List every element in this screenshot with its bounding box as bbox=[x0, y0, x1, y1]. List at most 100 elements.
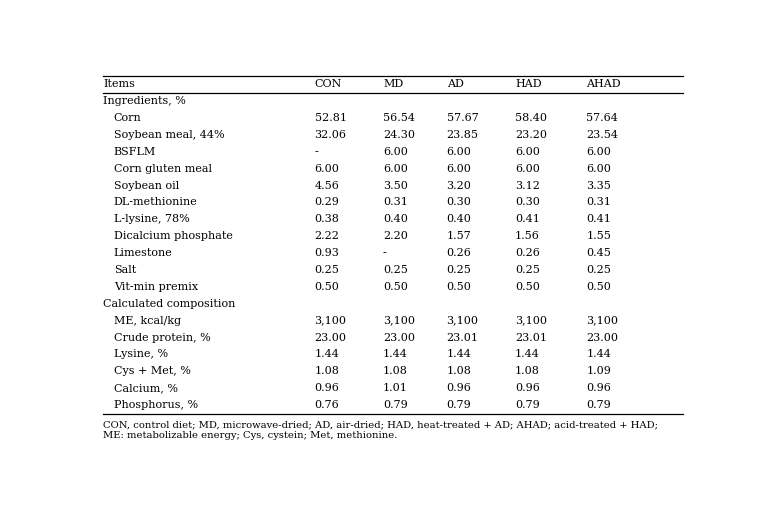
Text: 6.00: 6.00 bbox=[586, 147, 611, 157]
Text: 0.25: 0.25 bbox=[586, 265, 611, 275]
Text: 0.50: 0.50 bbox=[314, 282, 340, 292]
Text: 0.30: 0.30 bbox=[446, 198, 472, 207]
Text: 0.50: 0.50 bbox=[515, 282, 540, 292]
Text: 3.20: 3.20 bbox=[446, 181, 472, 190]
Text: 0.25: 0.25 bbox=[314, 265, 340, 275]
Text: 6.00: 6.00 bbox=[383, 147, 408, 157]
Text: 0.79: 0.79 bbox=[446, 400, 472, 410]
Text: 23.00: 23.00 bbox=[383, 332, 415, 343]
Text: 1.08: 1.08 bbox=[383, 366, 408, 376]
Text: 6.00: 6.00 bbox=[586, 164, 611, 174]
Text: 0.96: 0.96 bbox=[515, 383, 540, 393]
Text: 0.25: 0.25 bbox=[383, 265, 408, 275]
Text: Calcium, %: Calcium, % bbox=[114, 383, 178, 393]
Text: Dicalcium phosphate: Dicalcium phosphate bbox=[114, 231, 232, 241]
Text: 58.40: 58.40 bbox=[515, 113, 547, 123]
Text: 0.76: 0.76 bbox=[314, 400, 339, 410]
Text: 57.67: 57.67 bbox=[446, 113, 479, 123]
Text: MD: MD bbox=[383, 79, 403, 89]
Text: Soybean meal, 44%: Soybean meal, 44% bbox=[114, 130, 224, 140]
Text: Calculated composition: Calculated composition bbox=[103, 299, 235, 309]
Text: 1.08: 1.08 bbox=[515, 366, 540, 376]
Text: Cys + Met, %: Cys + Met, % bbox=[114, 366, 190, 376]
Text: 1.08: 1.08 bbox=[314, 366, 340, 376]
Text: 52.81: 52.81 bbox=[314, 113, 347, 123]
Text: 3.12: 3.12 bbox=[515, 181, 540, 190]
Text: 23.54: 23.54 bbox=[586, 130, 618, 140]
Text: 1.09: 1.09 bbox=[586, 366, 611, 376]
Text: 0.41: 0.41 bbox=[586, 214, 611, 224]
Text: 23.00: 23.00 bbox=[586, 332, 618, 343]
Text: CON: CON bbox=[314, 79, 342, 89]
Text: -: - bbox=[383, 248, 387, 258]
Text: Soybean oil: Soybean oil bbox=[114, 181, 179, 190]
Text: 4.56: 4.56 bbox=[314, 181, 340, 190]
Text: ME: metabolizable energy; Cys, cystein; Met, methionine.: ME: metabolizable energy; Cys, cystein; … bbox=[103, 430, 397, 440]
Text: 1.44: 1.44 bbox=[515, 349, 540, 360]
Text: Corn: Corn bbox=[114, 113, 141, 123]
Text: 1.44: 1.44 bbox=[586, 349, 611, 360]
Text: 6.00: 6.00 bbox=[446, 164, 472, 174]
Text: 1.44: 1.44 bbox=[383, 349, 408, 360]
Text: 0.50: 0.50 bbox=[586, 282, 611, 292]
Text: 0.50: 0.50 bbox=[446, 282, 472, 292]
Text: 0.93: 0.93 bbox=[314, 248, 340, 258]
Text: 0.26: 0.26 bbox=[515, 248, 540, 258]
Text: Phosphorus, %: Phosphorus, % bbox=[114, 400, 198, 410]
Text: Ingredients, %: Ingredients, % bbox=[103, 96, 186, 106]
Text: 6.00: 6.00 bbox=[446, 147, 472, 157]
Text: 1.55: 1.55 bbox=[586, 231, 611, 241]
Text: 3,100: 3,100 bbox=[383, 316, 415, 326]
Text: Lysine, %: Lysine, % bbox=[114, 349, 168, 360]
Text: 24.30: 24.30 bbox=[383, 130, 415, 140]
Text: 23.01: 23.01 bbox=[446, 332, 479, 343]
Text: 23.00: 23.00 bbox=[314, 332, 347, 343]
Text: BSFLM: BSFLM bbox=[114, 147, 156, 157]
Text: 0.40: 0.40 bbox=[446, 214, 472, 224]
Text: AHAD: AHAD bbox=[586, 79, 621, 89]
Text: 1.44: 1.44 bbox=[446, 349, 472, 360]
Text: 3,100: 3,100 bbox=[515, 316, 547, 326]
Text: 0.25: 0.25 bbox=[446, 265, 472, 275]
Text: 1.01: 1.01 bbox=[383, 383, 408, 393]
Text: 0.29: 0.29 bbox=[314, 198, 340, 207]
Text: 0.25: 0.25 bbox=[515, 265, 540, 275]
Text: 0.30: 0.30 bbox=[515, 198, 540, 207]
Text: 6.00: 6.00 bbox=[314, 164, 340, 174]
Text: L-lysine, 78%: L-lysine, 78% bbox=[114, 214, 189, 224]
Text: 6.00: 6.00 bbox=[515, 147, 540, 157]
Text: 0.79: 0.79 bbox=[515, 400, 540, 410]
Text: 1.56: 1.56 bbox=[515, 231, 540, 241]
Text: 0.96: 0.96 bbox=[446, 383, 472, 393]
Text: HAD: HAD bbox=[515, 79, 542, 89]
Text: 0.96: 0.96 bbox=[314, 383, 340, 393]
Text: 57.64: 57.64 bbox=[586, 113, 618, 123]
Text: Crude protein, %: Crude protein, % bbox=[114, 332, 210, 343]
Text: 3.50: 3.50 bbox=[383, 181, 408, 190]
Text: 3.35: 3.35 bbox=[586, 181, 611, 190]
Text: 0.79: 0.79 bbox=[586, 400, 611, 410]
Text: 0.31: 0.31 bbox=[586, 198, 611, 207]
Text: 6.00: 6.00 bbox=[383, 164, 408, 174]
Text: Vit-min premix: Vit-min premix bbox=[114, 282, 198, 292]
Text: 3,100: 3,100 bbox=[314, 316, 347, 326]
Text: 56.54: 56.54 bbox=[383, 113, 415, 123]
Text: 2.20: 2.20 bbox=[383, 231, 408, 241]
Text: Salt: Salt bbox=[114, 265, 136, 275]
Text: DL-methionine: DL-methionine bbox=[114, 198, 197, 207]
Text: 0.50: 0.50 bbox=[383, 282, 408, 292]
Text: 2.22: 2.22 bbox=[314, 231, 340, 241]
Text: CON, control diet; MD, microwave-dried; AD, air-dried; HAD, heat-treated + AD; A: CON, control diet; MD, microwave-dried; … bbox=[103, 421, 658, 430]
Text: 3,100: 3,100 bbox=[446, 316, 479, 326]
Text: 0.40: 0.40 bbox=[383, 214, 408, 224]
Text: 0.41: 0.41 bbox=[515, 214, 540, 224]
Text: 23.01: 23.01 bbox=[515, 332, 547, 343]
Text: 23.20: 23.20 bbox=[515, 130, 547, 140]
Text: 32.06: 32.06 bbox=[314, 130, 347, 140]
Text: 3,100: 3,100 bbox=[586, 316, 618, 326]
Text: 1.44: 1.44 bbox=[314, 349, 340, 360]
Text: AD: AD bbox=[446, 79, 463, 89]
Text: ME, kcal/kg: ME, kcal/kg bbox=[114, 316, 181, 326]
Text: 1.08: 1.08 bbox=[446, 366, 472, 376]
Text: Items: Items bbox=[103, 79, 135, 89]
